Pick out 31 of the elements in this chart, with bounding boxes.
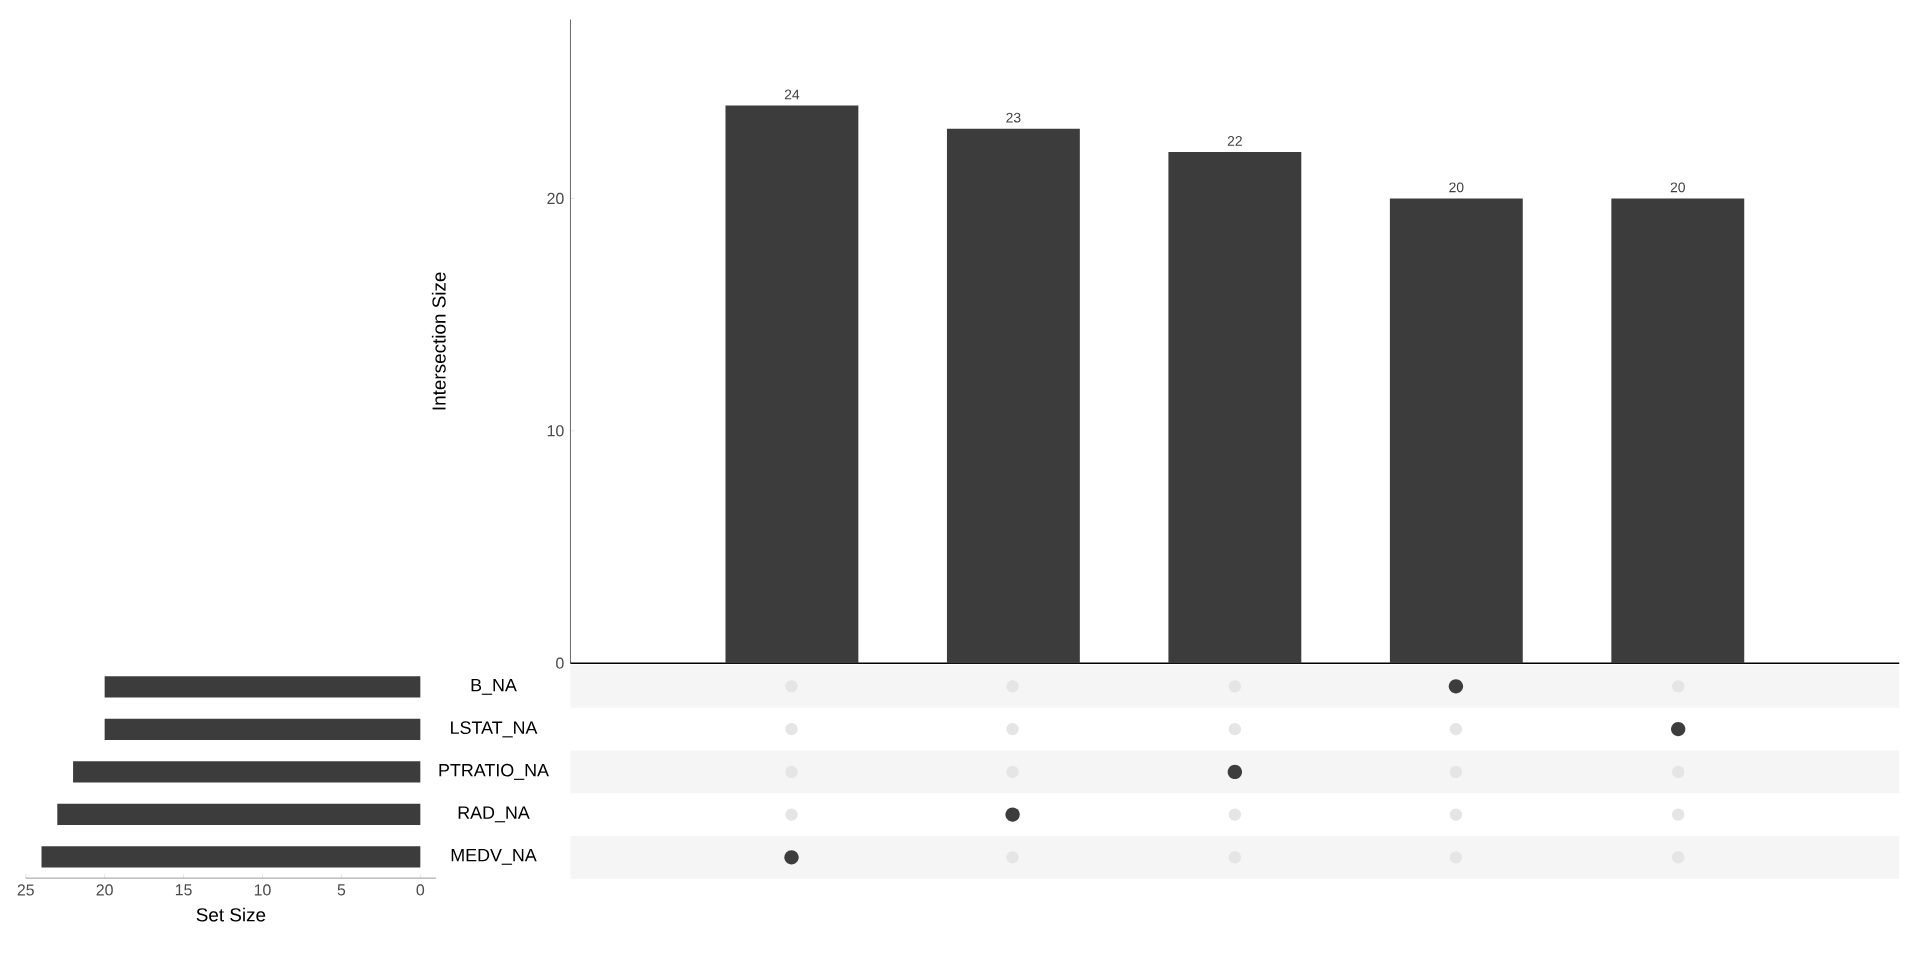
- y-axis-title: Intersection Size: [431, 272, 446, 410]
- x-axis-title: Set Size: [196, 907, 266, 922]
- x-tick-label: 0: [416, 884, 425, 896]
- y-tick-label: PTRATIO_NA: [439, 764, 549, 781]
- bar: [1168, 152, 1302, 664]
- data-label: 23: [1006, 112, 1021, 123]
- x-tick-label: 15: [175, 884, 192, 896]
- bar: [73, 761, 421, 783]
- data-label: 22: [1227, 136, 1242, 147]
- y-tick-label: 10: [547, 425, 564, 437]
- bar: [1611, 198, 1745, 664]
- x-tick-label: 25: [17, 884, 34, 896]
- data-label: 20: [1449, 182, 1464, 193]
- bar: [946, 128, 1080, 664]
- y-tick-label: RAD_NA: [458, 806, 530, 823]
- data-label: 20: [1670, 182, 1685, 193]
- data-label: 24: [784, 89, 800, 100]
- y-tick-label: MEDV_NA: [451, 849, 537, 866]
- y-tick-label: LSTAT_NA: [451, 721, 538, 738]
- x-tick-label: 10: [254, 884, 271, 896]
- bar: [41, 846, 421, 868]
- y-tick-label: 20: [547, 193, 564, 205]
- bar: [57, 803, 421, 826]
- bar: [104, 676, 421, 698]
- x-tick-label: 5: [337, 884, 346, 896]
- y-tick-label: 0: [556, 657, 564, 670]
- x-tick-label: 20: [96, 884, 113, 896]
- bar: [104, 718, 421, 741]
- bar: [1389, 198, 1523, 664]
- bar: [725, 105, 859, 664]
- y-tick-label: B_NA: [471, 679, 517, 696]
